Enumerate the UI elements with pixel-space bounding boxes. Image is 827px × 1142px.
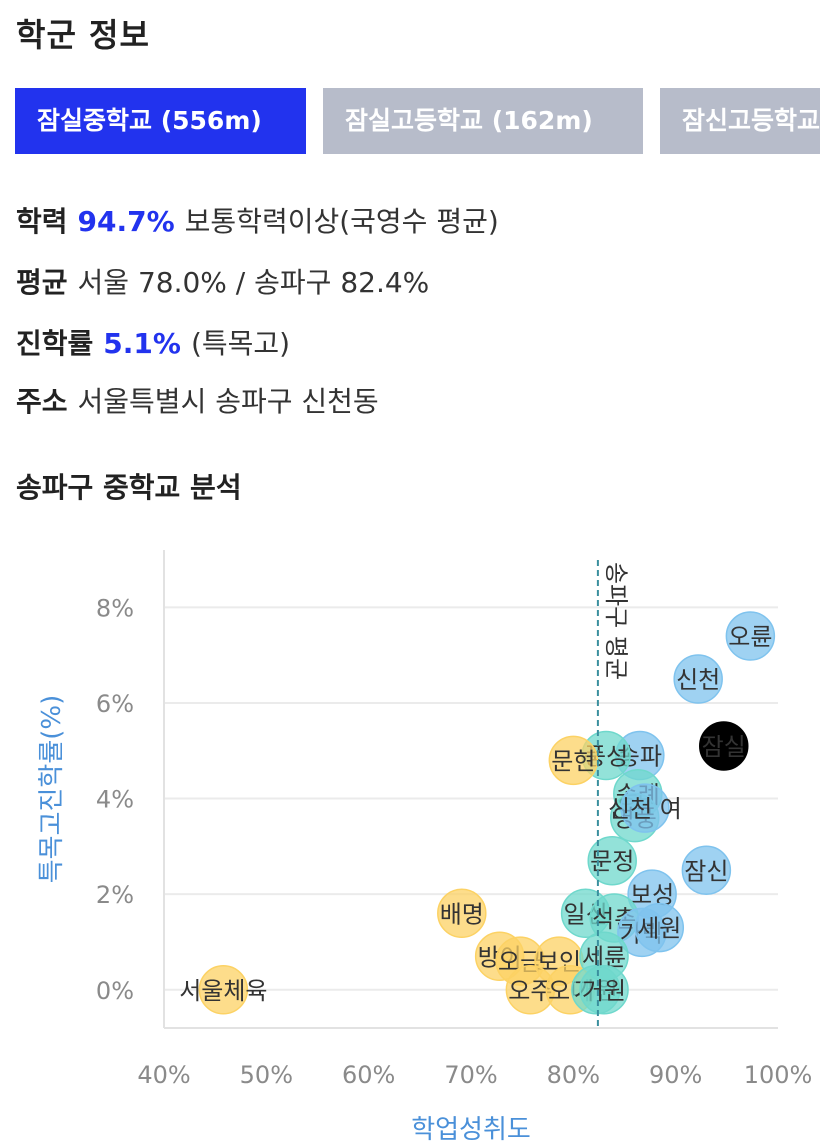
average-reference-label: 송파구 평균	[602, 562, 630, 680]
x-tick-label: 60%	[342, 1061, 395, 1089]
data-point-label: 오주	[508, 977, 552, 1005]
data-point-label: 잠신	[684, 857, 728, 885]
y-axis-label: 특목고진학률(%)	[37, 695, 67, 884]
data-point	[198, 965, 249, 1015]
info-average-key: 평균	[16, 266, 68, 299]
data-point	[673, 654, 723, 704]
info-advancement-key: 진학률	[16, 327, 94, 360]
section-title: 송파구 중학교 분석	[16, 471, 242, 504]
info-average-text: 서울 78.0% / 송파구 82.4%	[77, 266, 430, 299]
page-title: 학군 정보	[16, 16, 150, 54]
info-advancement-text: (특목고)	[190, 327, 291, 360]
data-point-label: 문정	[590, 848, 634, 876]
tab-jamsil-high[interactable]: 잠실고등학교 (162m)	[323, 88, 643, 154]
data-point-label: 신천	[676, 666, 720, 694]
data-point	[620, 783, 670, 833]
data-point	[681, 845, 732, 896]
data-point-label: 배명	[440, 900, 484, 928]
info-academic-text: 보통학력이상(국영수 평균)	[184, 205, 499, 238]
y-tick-label: 6%	[96, 690, 134, 718]
x-axis-label: 학업성취도	[411, 1115, 531, 1142]
tab-jamsin-high[interactable]: 잠신고등학교	[660, 88, 820, 154]
data-point	[437, 888, 487, 939]
scatter-chart: 0% 2% 4% 6% 8% 40% 50% 60% 70% 80% 90% 100% 학업성취도 특목고…	[37, 550, 813, 1142]
x-tick-label: 70%	[444, 1061, 497, 1089]
data-point-label: 잠실	[702, 733, 746, 761]
data-point-label: 문현	[551, 747, 595, 775]
data-point-label: 세원	[637, 915, 681, 943]
info-address-key: 주소	[16, 385, 68, 418]
x-tick-label: 90%	[649, 1061, 702, 1089]
school-tabs: 잠실중학교 (556m) 잠실고등학교 (162m) 잠신고등학교	[15, 88, 820, 154]
data-point-label: 서울체육	[179, 977, 267, 1005]
info-academic: 학력 94.7% 보통학력이상(국영수 평균)	[16, 200, 499, 240]
info-advancement-value: 5.1%	[103, 327, 181, 360]
x-tick-label: 80%	[547, 1061, 600, 1089]
x-tick-label: 50%	[240, 1061, 293, 1089]
x-tick-label: 40%	[137, 1061, 190, 1089]
info-academic-value: 94.7%	[77, 205, 175, 238]
y-tick-label: 8%	[96, 594, 134, 622]
data-point	[587, 835, 637, 886]
data-point	[699, 721, 749, 771]
x-tick-label: 100%	[744, 1061, 813, 1089]
info-address: 주소 서울특별시 송파구 신천동	[16, 380, 379, 420]
data-point-label: 오륜	[728, 623, 772, 651]
data-point-label: 거원	[582, 977, 626, 1005]
y-tick-label: 4%	[96, 786, 134, 814]
info-advancement: 진학률 5.1% (특목고)	[16, 322, 290, 362]
y-tick-label: 2%	[96, 881, 134, 909]
info-average: 평균 서울 78.0% / 송파구 82.4%	[16, 261, 429, 301]
data-point	[725, 611, 776, 661]
info-address-text: 서울특별시 송파구 신천동	[77, 385, 379, 418]
data-point	[579, 965, 629, 1015]
data-point-label: 신천 여	[608, 795, 682, 823]
tab-jamsil-middle[interactable]: 잠실중학교 (556m)	[15, 88, 306, 154]
info-academic-key: 학력	[16, 205, 68, 238]
data-point	[634, 902, 685, 953]
y-tick-label: 0%	[96, 977, 134, 1005]
